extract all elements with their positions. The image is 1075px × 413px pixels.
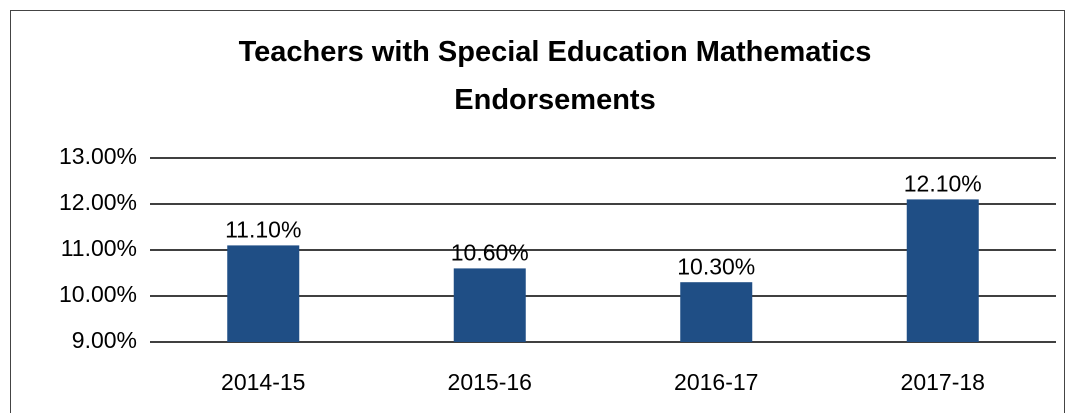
chart-title: Teachers with Special Education Mathemat…: [238, 36, 872, 116]
y-tick-label: 11.00%: [61, 235, 137, 261]
y-tick-label: 13.00%: [59, 143, 137, 169]
chart-border: [10, 10, 1065, 413]
data-label: 10.60%: [451, 239, 529, 265]
x-tick-label: 2016-17: [674, 369, 758, 395]
x-tick-label: 2015-16: [448, 369, 532, 395]
bar: [453, 268, 526, 342]
bar: [680, 282, 753, 342]
y-tick-label: 9.00%: [72, 327, 137, 353]
data-label: 10.30%: [677, 253, 755, 279]
x-tick-label: 2014-15: [221, 369, 305, 395]
y-tick-label: 10.00%: [59, 281, 137, 307]
bar: [906, 199, 979, 342]
y-tick-label: 12.00%: [59, 189, 137, 215]
data-label: 12.10%: [904, 170, 982, 196]
bar: [227, 245, 300, 342]
data-label: 11.10%: [225, 216, 301, 242]
x-tick-label: 2017-18: [901, 369, 985, 395]
